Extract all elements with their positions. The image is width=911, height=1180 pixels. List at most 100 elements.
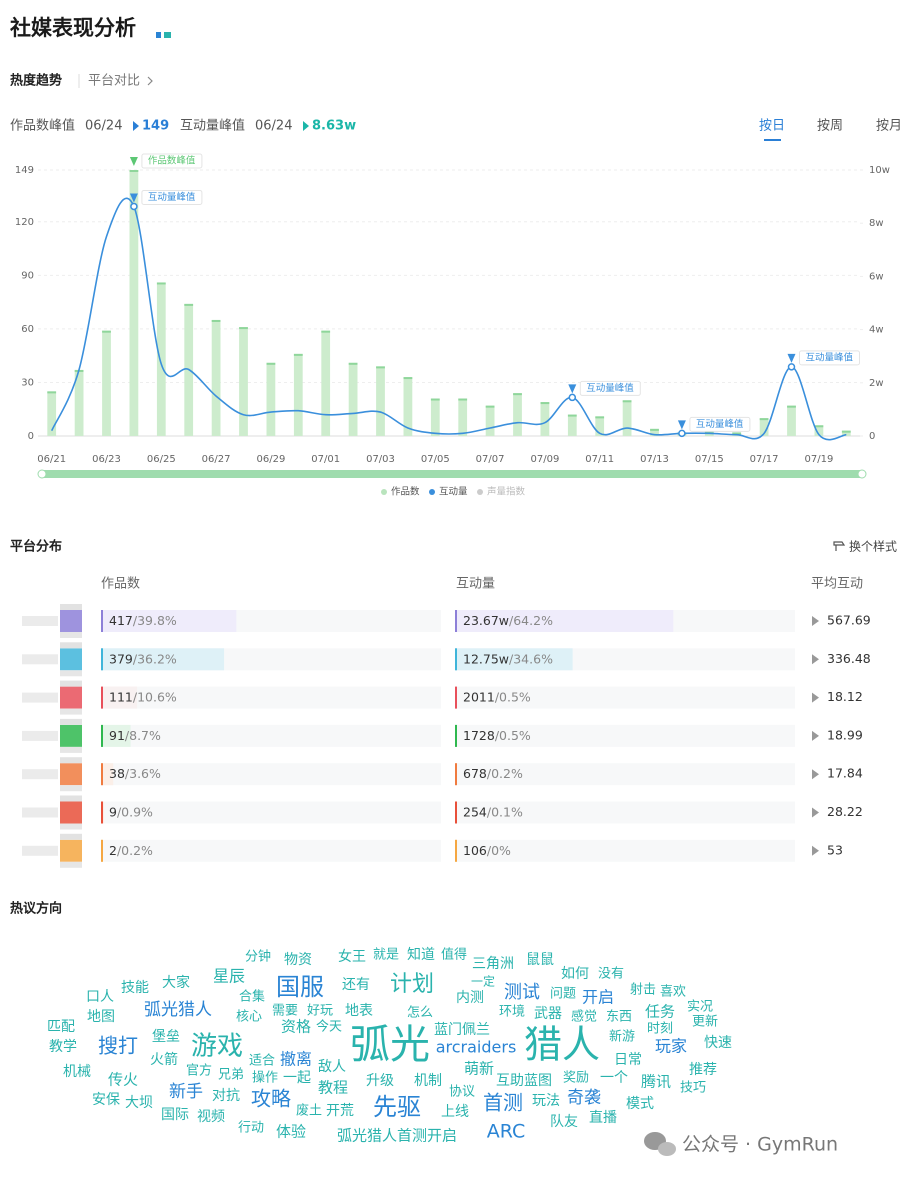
bar bbox=[430, 398, 440, 436]
bar-label-part: 0.5% bbox=[499, 727, 531, 742]
topic-word: 分钟 bbox=[245, 949, 271, 965]
granularity[interactable]: 按周 bbox=[817, 119, 843, 134]
topic-word: 废土 bbox=[296, 1103, 322, 1119]
bar-label-part: 36.2% bbox=[137, 651, 177, 666]
bar-label-part: 417 bbox=[109, 613, 133, 628]
bar-track bbox=[101, 724, 441, 747]
zoom-slider[interactable] bbox=[38, 470, 866, 478]
tab-active[interactable]: 热度趋势 bbox=[10, 73, 62, 89]
topic-word: 蓝门佩兰 bbox=[434, 1022, 490, 1038]
slider-handle[interactable] bbox=[857, 469, 867, 479]
style-toggle[interactable]: 换个样式 bbox=[849, 539, 897, 554]
bar-label-part: 111 bbox=[109, 689, 133, 704]
bar-label-part: 2011 bbox=[463, 689, 495, 704]
topic-word: 玩家 bbox=[655, 1037, 687, 1056]
bar-label-part: / bbox=[487, 804, 492, 819]
bar bbox=[348, 362, 358, 436]
bar-cap bbox=[759, 418, 769, 421]
bar-cap bbox=[102, 330, 111, 333]
platform-name-blur bbox=[22, 730, 58, 741]
annotation-box bbox=[141, 153, 203, 169]
bar-label-part: 678 bbox=[463, 766, 487, 781]
topic-word: 需要 bbox=[272, 1004, 298, 1019]
topic-word: 就是 bbox=[373, 948, 399, 963]
platform-icon-blur bbox=[60, 757, 82, 764]
share-bar bbox=[455, 610, 674, 632]
avg-arrow bbox=[812, 807, 819, 818]
bar bbox=[211, 319, 221, 436]
bar-cap bbox=[266, 362, 276, 365]
bar-cap bbox=[622, 400, 632, 403]
bar-edge bbox=[101, 686, 103, 709]
column-header: 作品数 bbox=[101, 577, 140, 592]
column-header: 互动量 bbox=[456, 577, 495, 592]
platform-name-blur bbox=[22, 807, 58, 818]
avg-value: 28.22 bbox=[827, 804, 863, 819]
bar-edge bbox=[455, 763, 457, 786]
topic-word: ARC bbox=[487, 1121, 526, 1143]
y-tick-label: 90 bbox=[21, 270, 34, 281]
avg-arrow bbox=[812, 730, 819, 741]
topic-word: 升级 bbox=[366, 1073, 394, 1089]
bar-label: 2011/0.5% bbox=[463, 689, 531, 704]
bar-track bbox=[101, 763, 441, 786]
slider-handle[interactable] bbox=[37, 469, 47, 479]
peak-arrow bbox=[133, 121, 139, 131]
y2-tick-label: 6w bbox=[869, 271, 884, 282]
granularity[interactable]: 按月 bbox=[876, 119, 902, 134]
bar-label: 38/3.6% bbox=[109, 766, 161, 781]
topic-word: 射击 bbox=[630, 982, 656, 998]
bar-cap bbox=[129, 170, 139, 172]
bar-label: 1728/0.5% bbox=[463, 727, 531, 742]
bar-cap bbox=[841, 430, 851, 433]
topic-word: 东西 bbox=[606, 1010, 632, 1025]
bar-cap bbox=[403, 377, 413, 380]
topic-word: 机制 bbox=[414, 1073, 442, 1089]
share-bar bbox=[101, 724, 131, 747]
topic-word: 怎么 bbox=[407, 1006, 433, 1021]
topic-word: 国服 bbox=[276, 973, 324, 1001]
platform-icon-blur bbox=[60, 604, 82, 610]
bar-cap bbox=[156, 282, 166, 285]
topic-word: 敌人 bbox=[318, 1059, 346, 1075]
bar-edge bbox=[101, 839, 103, 862]
topic-word: 地表 bbox=[345, 1003, 373, 1019]
bar-label-part: 1728 bbox=[463, 727, 495, 742]
x-tick-label: 07/05 bbox=[421, 454, 450, 465]
x-tick-label: 07/11 bbox=[585, 454, 614, 465]
bar-cap bbox=[239, 327, 248, 330]
topic-word: 奖励 bbox=[563, 1071, 589, 1086]
platform-icon-blur bbox=[60, 795, 82, 802]
y2-tick-label: 10w bbox=[869, 165, 890, 176]
bar-label-part: 379 bbox=[109, 651, 133, 666]
topic-word: 火箭 bbox=[150, 1051, 178, 1068]
granularity-underline bbox=[764, 139, 781, 141]
bar-track bbox=[455, 801, 795, 824]
share-bar bbox=[101, 610, 237, 632]
peak-arrow bbox=[303, 121, 309, 131]
annotation: 互动量峰值 bbox=[806, 351, 854, 363]
avg-arrow bbox=[812, 845, 819, 856]
bar-cap bbox=[211, 319, 221, 322]
topic-word: 资格 bbox=[281, 1018, 311, 1036]
topic-word: 协议 bbox=[449, 1085, 475, 1100]
platform-icon-blur bbox=[60, 632, 82, 638]
granularity-active[interactable]: 按日 bbox=[759, 119, 785, 134]
bar-cap bbox=[787, 405, 796, 408]
topic-word: 三角洲 bbox=[472, 956, 514, 972]
tab[interactable]: 平台对比 bbox=[88, 74, 140, 89]
style-icon bbox=[833, 541, 846, 551]
topic-word: 奇袭 bbox=[567, 1088, 601, 1108]
platform-icon-blur bbox=[60, 861, 82, 868]
topic-word: 时刻 bbox=[647, 1022, 673, 1037]
bar-cap bbox=[321, 330, 331, 333]
topic-word: 开荒 bbox=[326, 1103, 354, 1119]
bar-cap bbox=[458, 398, 468, 401]
avg-value: 18.12 bbox=[827, 689, 863, 704]
topic-word: 视频 bbox=[197, 1109, 225, 1125]
avg-value: 17.84 bbox=[827, 766, 863, 781]
bar bbox=[759, 418, 769, 436]
topic-word: 推荐 bbox=[689, 1062, 717, 1078]
bar-label: 12.75w/34.6% bbox=[463, 651, 553, 666]
